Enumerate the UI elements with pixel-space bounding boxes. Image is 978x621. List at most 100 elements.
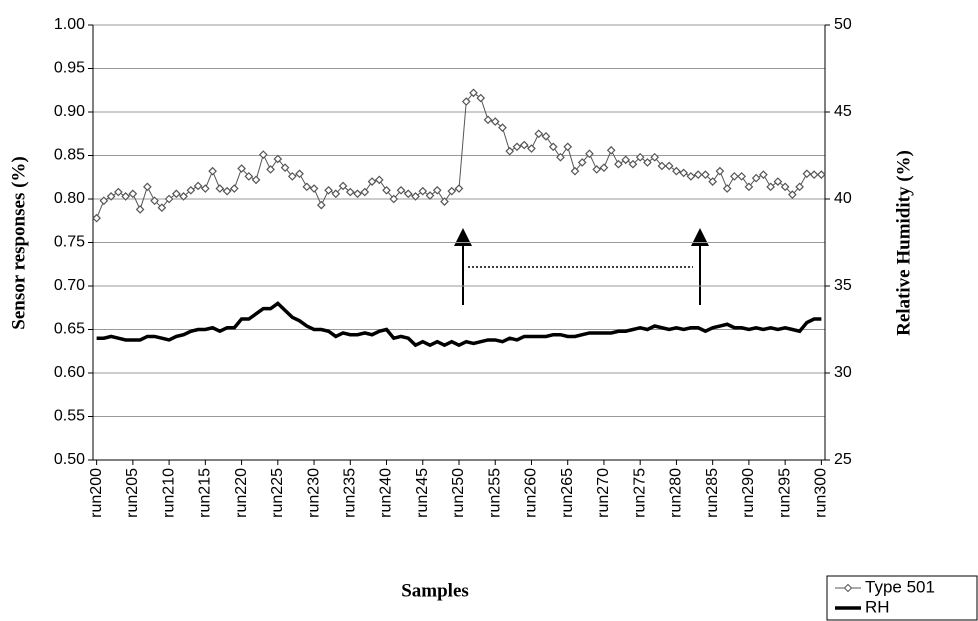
data-point (222, 186, 232, 196)
x-tick-label: run265 (559, 468, 576, 518)
data-point (251, 175, 261, 185)
data-point (396, 185, 406, 195)
y-tick-label: 0.90 (54, 103, 85, 120)
data-point (382, 185, 391, 195)
y2-tick-label: 45 (834, 103, 852, 120)
data-point (128, 189, 138, 199)
data-point (106, 192, 116, 201)
data-point (527, 144, 536, 153)
series-line (96, 301, 822, 348)
x-tick-label: run270 (595, 468, 612, 518)
data-point (411, 192, 420, 201)
data-point (331, 189, 341, 199)
data-point (461, 97, 471, 106)
data-point (759, 170, 768, 179)
data-point (273, 154, 283, 164)
y2-tick-label: 30 (834, 364, 852, 381)
data-point (621, 155, 631, 165)
data-point (730, 172, 739, 181)
y-tick-label: 1.00 (54, 16, 85, 33)
data-point (367, 177, 377, 186)
data-point (92, 213, 101, 223)
y-tick-label: 0.75 (54, 234, 85, 251)
data-point (418, 186, 428, 196)
data-point (295, 169, 304, 179)
x-tick-label: run295 (776, 468, 793, 518)
data-point (287, 172, 297, 181)
y2-tick-label: 40 (834, 190, 852, 207)
data-point (374, 175, 384, 185)
y-tick-label: 0.95 (54, 60, 85, 77)
data-point (788, 190, 797, 199)
legend-box (826, 575, 978, 621)
y-tick-label: 0.65 (54, 321, 85, 338)
data-point (592, 165, 602, 174)
data-point (701, 170, 710, 179)
x-tick-label: run210 (160, 468, 177, 518)
data-point (309, 184, 319, 193)
y-tick-label: 0.55 (54, 408, 85, 425)
y-tick-label: 0.80 (54, 190, 85, 207)
data-point (650, 152, 660, 162)
data-point (186, 185, 196, 195)
data-point (114, 187, 123, 197)
data-point (338, 181, 348, 191)
data-point (599, 163, 609, 173)
x-tick-label: run285 (704, 468, 721, 518)
data-point (469, 88, 478, 98)
x-tick-label: run230 (305, 468, 322, 518)
data-point (316, 200, 326, 210)
data-point (483, 115, 493, 125)
data-point (512, 142, 522, 152)
data-point (505, 146, 515, 156)
data-point (403, 189, 413, 199)
data-point (143, 182, 152, 192)
data-point (780, 182, 790, 192)
data-point (237, 164, 246, 173)
x-tick-label: run260 (523, 468, 540, 518)
data-point (664, 161, 674, 171)
y2-tick-label: 35 (834, 277, 852, 294)
y2-axis-label: Relative Humidity (%) (893, 150, 914, 336)
data-point (556, 152, 565, 162)
data-point (324, 185, 333, 195)
data-point (157, 203, 167, 213)
data-point (99, 196, 109, 206)
data-point (585, 149, 594, 159)
x-tick-label: run290 (740, 468, 757, 518)
x-tick-label: run275 (631, 468, 648, 518)
data-point (708, 177, 718, 186)
data-point (389, 194, 399, 204)
data-point (229, 184, 239, 193)
data-point (751, 173, 761, 183)
data-point (200, 184, 210, 193)
data-point (643, 158, 652, 167)
data-point (164, 194, 174, 204)
x-tick-label: run220 (233, 468, 250, 518)
data-point (447, 186, 457, 196)
data-point (635, 152, 645, 162)
data-point (432, 185, 442, 195)
data-point (476, 93, 486, 103)
data-point (686, 172, 696, 181)
x-tick-label: run205 (124, 468, 141, 518)
data-point (795, 182, 804, 192)
data-point (773, 177, 783, 186)
x-tick-label: run250 (450, 468, 467, 518)
data-point (353, 189, 362, 199)
data-point (606, 145, 616, 155)
data-point (722, 184, 732, 193)
data-point (802, 169, 812, 179)
data-point (258, 150, 268, 159)
data-point (744, 182, 754, 192)
data-point (490, 117, 500, 126)
data-point (215, 184, 225, 193)
data-point (280, 163, 290, 173)
x-tick-label: run215 (197, 468, 214, 518)
data-point (570, 166, 580, 176)
x-tick-label: run300 (813, 468, 830, 518)
data-point (715, 166, 725, 176)
data-point (679, 168, 689, 178)
data-point (628, 159, 638, 169)
y-tick-label: 0.85 (54, 147, 85, 164)
